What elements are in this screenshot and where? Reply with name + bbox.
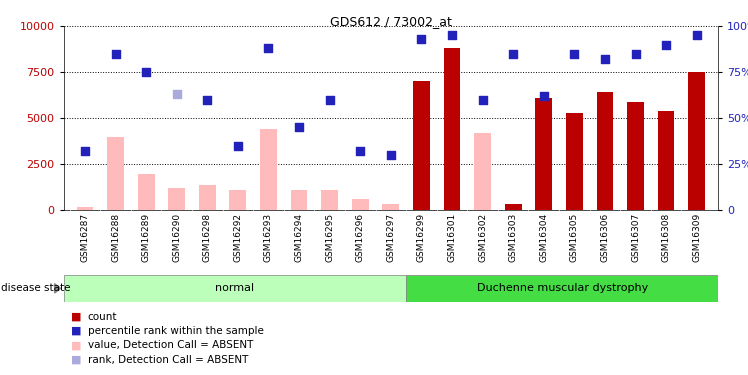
Bar bbox=[64, 275, 406, 302]
Text: GSM16302: GSM16302 bbox=[478, 213, 487, 262]
Point bbox=[293, 124, 305, 130]
Point bbox=[507, 51, 519, 57]
Point bbox=[324, 97, 336, 103]
Text: GSM16294: GSM16294 bbox=[295, 213, 304, 262]
Point bbox=[446, 33, 458, 39]
Point bbox=[79, 148, 91, 154]
Point bbox=[599, 56, 611, 62]
Text: GSM16301: GSM16301 bbox=[447, 213, 456, 262]
Bar bbox=[138, 174, 155, 210]
Point bbox=[630, 51, 642, 57]
Text: GSM16307: GSM16307 bbox=[631, 213, 640, 262]
Text: value, Detection Call = ABSENT: value, Detection Call = ABSENT bbox=[88, 340, 253, 350]
Text: GSM16303: GSM16303 bbox=[509, 213, 518, 262]
Text: GSM16298: GSM16298 bbox=[203, 213, 212, 262]
Bar bbox=[657, 111, 675, 210]
Text: count: count bbox=[88, 312, 117, 322]
Bar bbox=[291, 190, 307, 210]
Bar bbox=[107, 136, 124, 210]
Bar bbox=[474, 133, 491, 210]
Text: GDS612 / 73002_at: GDS612 / 73002_at bbox=[330, 15, 452, 28]
Text: ■: ■ bbox=[71, 312, 82, 322]
Bar bbox=[168, 188, 186, 210]
Text: GSM16290: GSM16290 bbox=[172, 213, 181, 262]
Point bbox=[660, 42, 672, 48]
Text: GSM16297: GSM16297 bbox=[386, 213, 396, 262]
Text: GSM16289: GSM16289 bbox=[141, 213, 150, 262]
Bar bbox=[321, 190, 338, 210]
Point bbox=[171, 91, 183, 97]
Bar bbox=[444, 48, 461, 210]
Bar bbox=[406, 275, 718, 302]
Bar bbox=[76, 207, 94, 210]
Point bbox=[568, 51, 580, 57]
Bar bbox=[627, 102, 644, 210]
Text: ■: ■ bbox=[71, 340, 82, 350]
Text: GSM16309: GSM16309 bbox=[692, 213, 701, 262]
Point bbox=[140, 69, 152, 75]
Point bbox=[263, 45, 275, 51]
Text: GSM16292: GSM16292 bbox=[233, 213, 242, 262]
Bar bbox=[230, 190, 246, 210]
Bar bbox=[382, 204, 399, 210]
Bar bbox=[566, 112, 583, 210]
Point bbox=[201, 97, 213, 103]
Point bbox=[476, 97, 488, 103]
Point bbox=[538, 93, 550, 99]
Bar bbox=[688, 72, 705, 210]
Text: GSM16305: GSM16305 bbox=[570, 213, 579, 262]
Bar bbox=[505, 204, 521, 210]
Bar bbox=[596, 92, 613, 210]
Text: Duchenne muscular dystrophy: Duchenne muscular dystrophy bbox=[476, 284, 648, 293]
Bar bbox=[413, 81, 430, 210]
Text: disease state: disease state bbox=[1, 284, 70, 293]
Bar bbox=[199, 185, 215, 210]
Point bbox=[690, 33, 702, 39]
Bar bbox=[260, 129, 277, 210]
Text: GSM16293: GSM16293 bbox=[264, 213, 273, 262]
Point bbox=[355, 148, 367, 154]
Text: GSM16304: GSM16304 bbox=[539, 213, 548, 262]
Text: GSM16299: GSM16299 bbox=[417, 213, 426, 262]
Text: ■: ■ bbox=[71, 355, 82, 364]
Text: rank, Detection Call = ABSENT: rank, Detection Call = ABSENT bbox=[88, 355, 248, 364]
Point bbox=[232, 143, 244, 149]
Text: ■: ■ bbox=[71, 326, 82, 336]
Text: GSM16288: GSM16288 bbox=[111, 213, 120, 262]
Text: normal: normal bbox=[215, 284, 254, 293]
Text: GSM16308: GSM16308 bbox=[661, 213, 671, 262]
Text: percentile rank within the sample: percentile rank within the sample bbox=[88, 326, 263, 336]
Bar bbox=[352, 199, 369, 210]
Text: GSM16296: GSM16296 bbox=[356, 213, 365, 262]
Bar bbox=[536, 98, 552, 210]
Text: GSM16306: GSM16306 bbox=[601, 213, 610, 262]
Point bbox=[110, 51, 122, 57]
Text: GSM16287: GSM16287 bbox=[81, 213, 90, 262]
Text: GSM16295: GSM16295 bbox=[325, 213, 334, 262]
Point bbox=[384, 152, 396, 158]
Point bbox=[415, 36, 427, 42]
